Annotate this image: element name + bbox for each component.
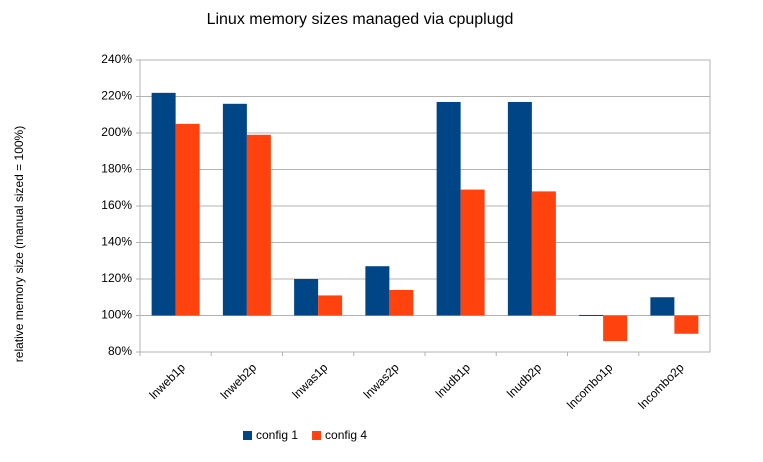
y-axis-label: relative memory size (manual sized = 100… [12, 126, 26, 362]
x-tick-label: lncombo2p [635, 360, 687, 412]
y-tick-label: 240% [101, 52, 132, 66]
legend-label: config 4 [325, 428, 367, 442]
bar [246, 134, 271, 316]
x-tick-label: lnudb2p [504, 360, 544, 400]
bar [460, 189, 485, 316]
bar [389, 289, 414, 316]
legend-label: config 1 [256, 428, 298, 442]
chart-title: Linux memory sizes managed via cpuplugd [207, 11, 514, 28]
x-tick-label: lnudb1p [433, 360, 473, 400]
y-tick-label: 180% [101, 162, 132, 176]
bar [579, 314, 604, 316]
y-tick-label: 100% [101, 308, 132, 322]
y-tick-label: 140% [101, 235, 132, 249]
x-tick-label: lnweb2p [218, 360, 260, 402]
y-tick-label: 200% [101, 125, 132, 139]
bar [674, 315, 699, 334]
bar [175, 123, 200, 316]
legend-swatch [243, 431, 252, 440]
x-tick-label: lncombo1p [564, 360, 616, 412]
x-tick-label: lnwas1p [289, 360, 330, 401]
bar [436, 101, 461, 316]
y-tick-label: 80% [108, 344, 132, 358]
bar [603, 315, 628, 342]
bar [294, 279, 319, 316]
bar [222, 103, 247, 316]
y-tick-label: 120% [101, 271, 132, 285]
x-tick-label: lnweb1p [146, 360, 188, 402]
x-tick-label: lnwas2p [361, 360, 402, 401]
bar [318, 295, 343, 316]
y-tick-label: 220% [101, 89, 132, 103]
bar [507, 101, 532, 316]
y-tick-label: 160% [101, 198, 132, 212]
bar [531, 191, 556, 316]
bar [650, 297, 675, 316]
bar [365, 266, 390, 316]
legend-swatch [312, 431, 322, 440]
bar [151, 92, 176, 316]
